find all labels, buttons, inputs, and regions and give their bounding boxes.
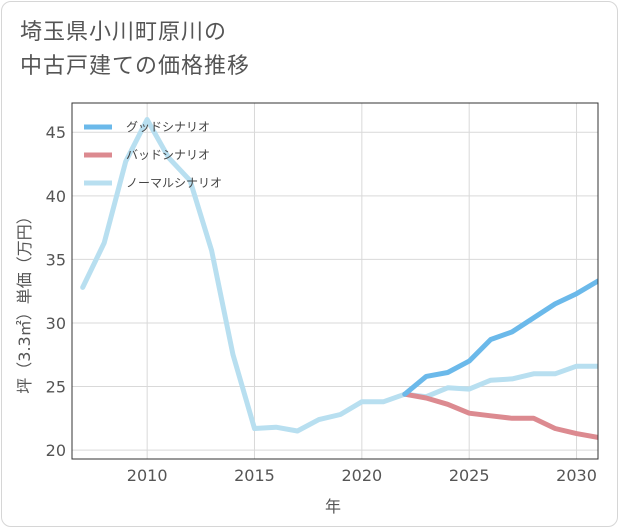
y-tick-label: 30 <box>46 314 66 333</box>
legend-label-1: バッドシナリオ <box>126 148 210 162</box>
chart-title-line-1: 埼玉県小川町原川の <box>20 20 228 45</box>
y-axis-title: 坪（3.3㎡）単価（万円） <box>15 208 34 393</box>
plot-area <box>72 103 598 459</box>
series-lines <box>80 117 598 440</box>
y-tick-label: 25 <box>46 378 66 397</box>
series-line-2 <box>80 117 598 434</box>
y-tick-label: 20 <box>46 441 66 460</box>
chart-title-line-2: 中古戸建ての価格推移 <box>20 54 251 79</box>
y-tick-label: 45 <box>46 123 66 142</box>
series-line-0 <box>402 278 598 397</box>
grid <box>72 103 598 459</box>
x-axis-title: 年 <box>325 497 341 516</box>
x-tick-label: 2030 <box>556 466 597 485</box>
chart-title: 埼玉県小川町原川の 中古戸建ての価格推移 <box>20 16 250 84</box>
plot-frame <box>71 102 599 460</box>
legend-label-2: ノーマルシナリオ <box>126 176 222 190</box>
x-tick-label: 2025 <box>449 466 490 485</box>
y-tick-label: 40 <box>46 187 66 206</box>
legend-label-0: グッドシナリオ <box>126 120 210 134</box>
series-line-1 <box>402 391 598 440</box>
x-tick-label: 2010 <box>127 466 168 485</box>
x-tick-label: 2020 <box>341 466 382 485</box>
y-tick-label: 35 <box>46 250 66 269</box>
x-tick-label: 2015 <box>234 466 275 485</box>
